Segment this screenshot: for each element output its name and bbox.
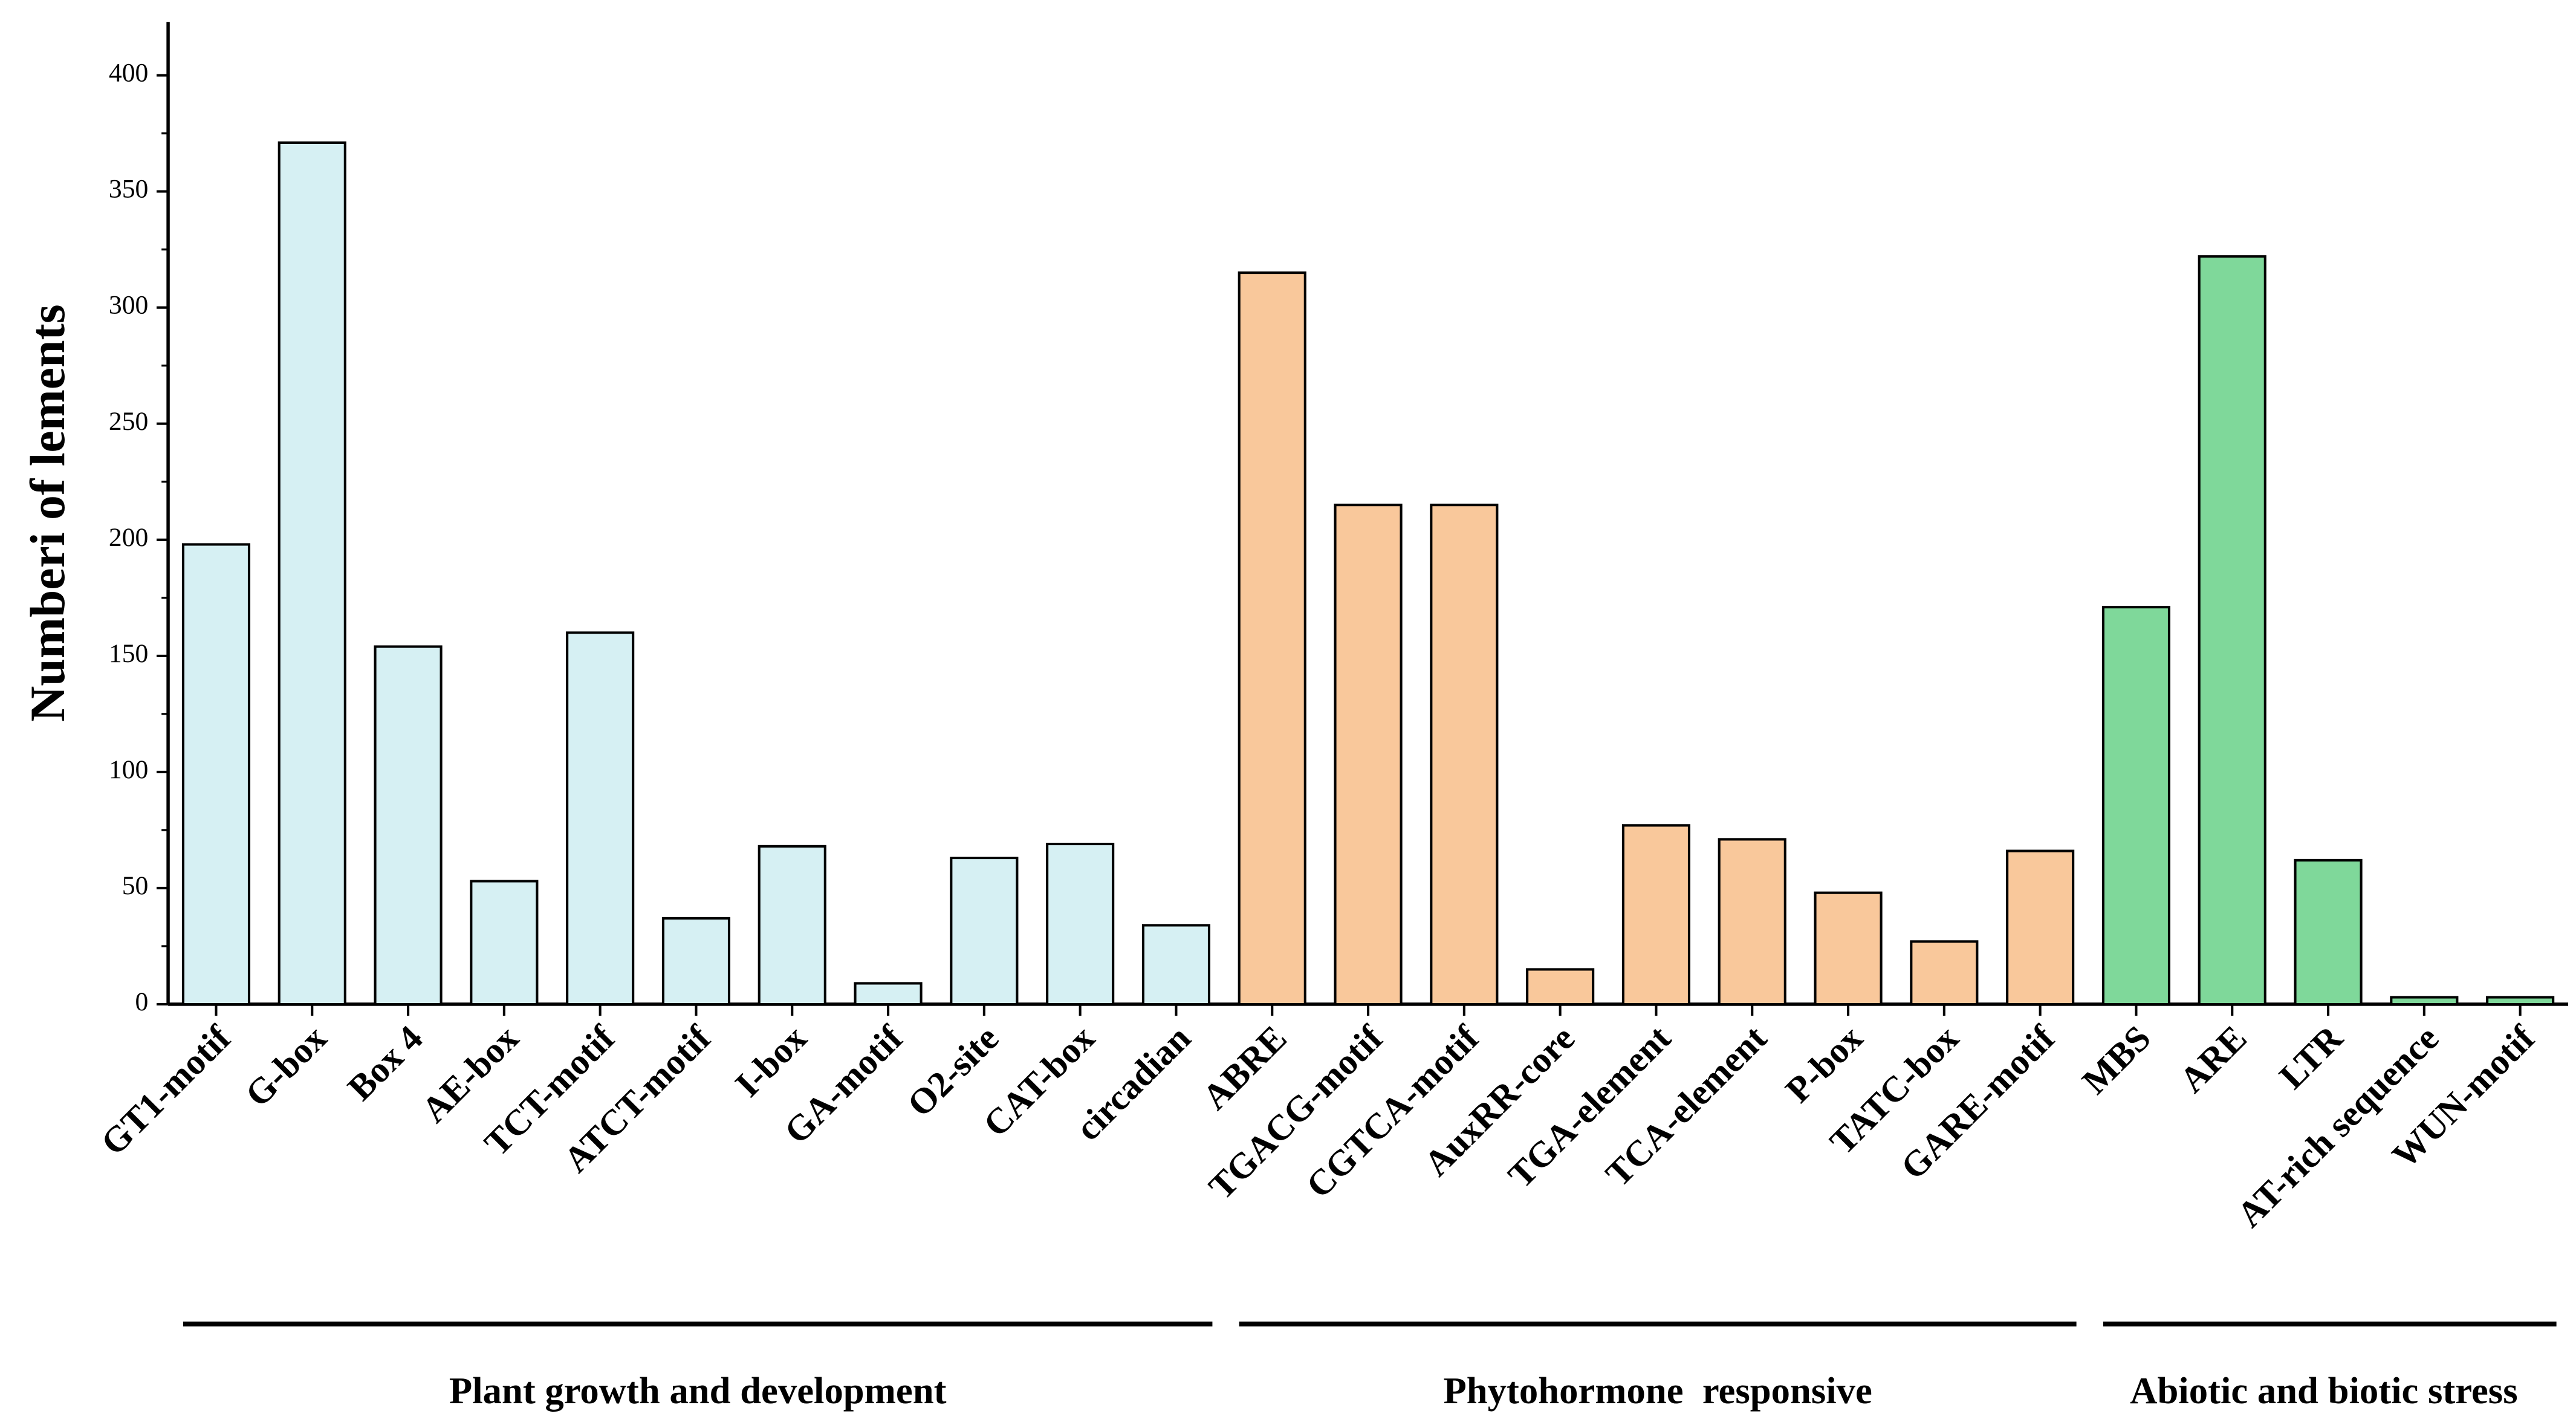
bar [277,141,346,1006]
bar [2294,859,2363,1006]
bar [2006,849,2075,1006]
x-tick-label: Box 4 [340,1018,430,1108]
x-tick-label: G-box [238,1018,334,1115]
y-tick-label: 250 [109,407,148,436]
y-tick-label: 100 [109,755,148,784]
group-label: Plant growth and development [449,1369,947,1412]
x-tick-label: MBS [2074,1018,2158,1102]
bar [181,543,251,1006]
bar [2486,996,2555,1006]
x-tick-label: GT1-motif [93,1018,239,1163]
bar [758,845,826,1006]
x-tick-label: LTR [2272,1018,2351,1096]
x-tick-label: ARE [2172,1018,2254,1100]
y-tick-label: 350 [109,175,148,204]
y-tick-label: 0 [135,987,149,1016]
bar [950,856,1019,1006]
bar [1718,838,1786,1006]
bar [1046,842,1115,1006]
y-tick-label: 150 [109,639,148,668]
group-label: Phytohormone responsive [1444,1369,1872,1412]
y-tick-label: 400 [109,59,148,88]
bar [1238,271,1306,1006]
bar [2390,996,2459,1006]
x-tick-label: TGACG-motif [1201,1018,1391,1207]
bar [1141,924,1211,1006]
bar [374,645,443,1006]
bar [1334,504,1403,1006]
bar [1910,940,1979,1006]
bar [1526,968,1595,1006]
bar [854,982,923,1006]
bar [566,631,635,1006]
x-tick-label: I-box [727,1018,814,1105]
bar [2101,606,2171,1006]
y-tick-label: 200 [109,523,148,552]
y-axis-label: Numberi of lements [20,304,75,721]
group-label: Abiotic and biotic stress [2130,1369,2517,1412]
y-tick-label: 300 [109,291,148,320]
bar [470,880,539,1006]
bar [1621,824,1691,1006]
x-tick-label: CGTCA-motif [1299,1018,1487,1206]
bar [1814,891,1883,1006]
x-tick-label: P-box [1778,1018,1870,1111]
bar [661,917,731,1006]
bar [1430,504,1499,1006]
y-tick-label: 50 [122,871,149,900]
bar [2198,255,2266,1006]
